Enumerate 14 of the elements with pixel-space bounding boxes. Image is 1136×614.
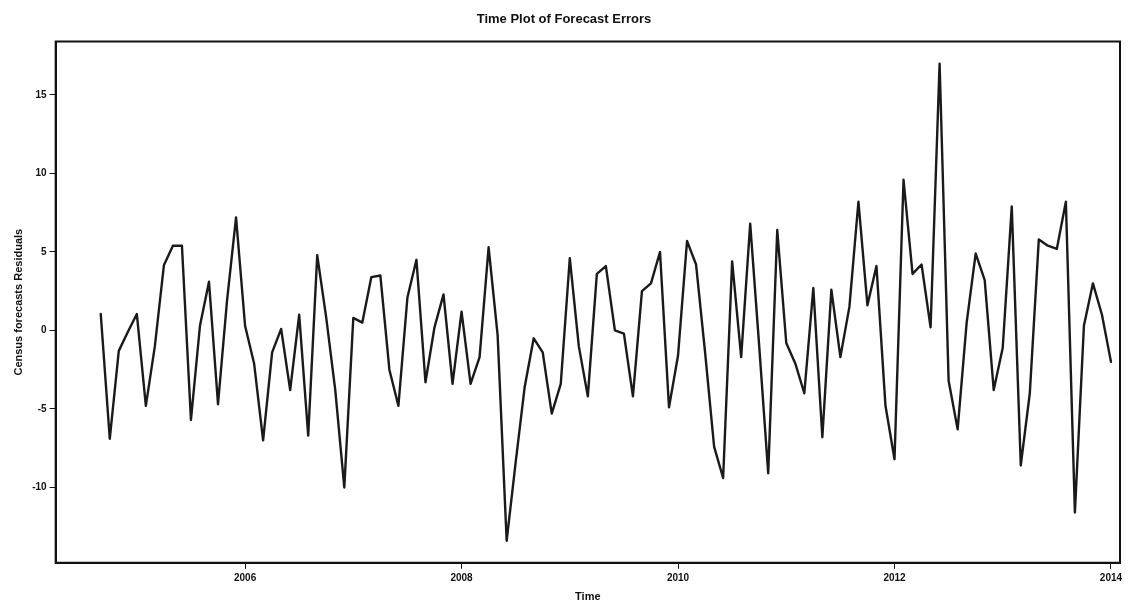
y-tick-label: -10 [32, 481, 48, 493]
chart-title: Time Plot of Forecast Errors [476, 11, 652, 27]
x-tick-label: 2010 [666, 571, 690, 583]
x-tick-label: 2012 [883, 571, 907, 583]
x-tick-label: 2008 [450, 571, 474, 583]
x-axis-title: Time [575, 590, 601, 603]
y-axis-title: Census forecasts Residuals [11, 228, 24, 376]
x-tick-label: 2006 [233, 571, 257, 583]
y-tick-label: 5 [41, 245, 48, 257]
y-tick-label: 10 [35, 167, 48, 179]
x-tick-label: 2014 [1099, 571, 1123, 583]
y-tick-label: 15 [35, 88, 48, 100]
y-tick-label: 0 [41, 324, 48, 336]
y-tick-label: -5 [37, 402, 48, 414]
